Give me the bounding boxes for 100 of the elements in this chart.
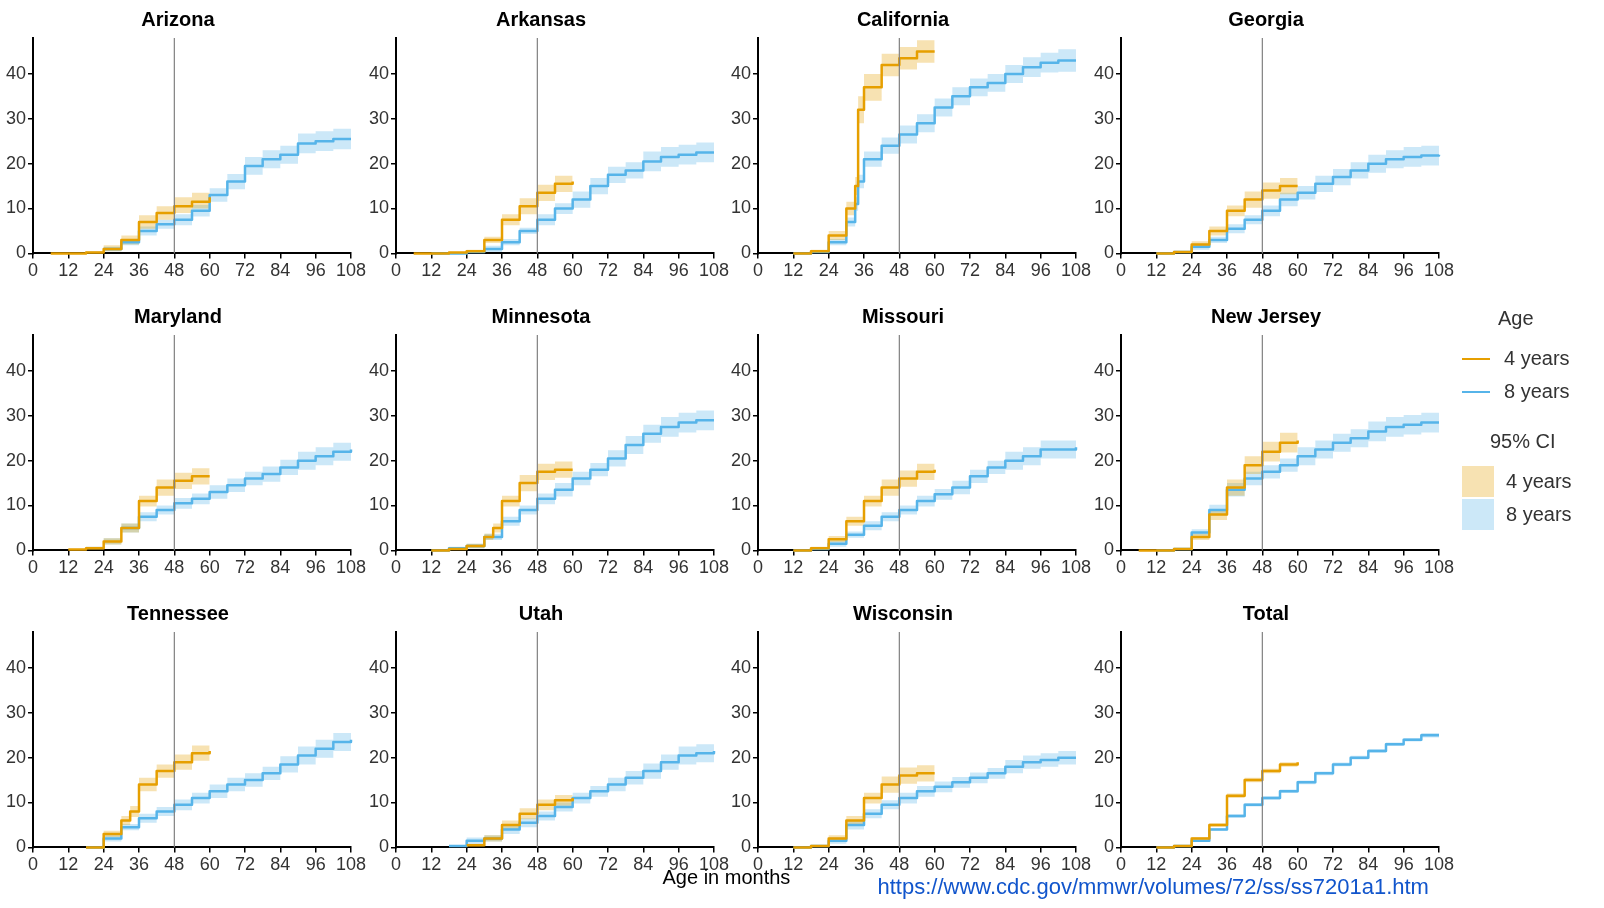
chart-title: Tennessee (127, 601, 229, 624)
x-tick-label: 24 (818, 854, 839, 875)
y-tick-label: 0 (1103, 242, 1114, 263)
x-tick-label: 36 (491, 557, 512, 578)
y-tick-label: 30 (730, 404, 752, 425)
x-tick-label: 84 (632, 260, 653, 281)
y-tick-label: 10 (1093, 197, 1114, 218)
y-tick-label: 30 (368, 404, 389, 425)
x-tick-label: 84 (270, 260, 291, 281)
x-tick-label: 96 (1393, 854, 1414, 875)
y-tick-label: 10 (5, 494, 27, 515)
x-tick-label: 84 (995, 557, 1016, 578)
y-tick-label: 20 (730, 152, 752, 173)
chart-title: Georgia (1227, 7, 1305, 30)
x-tick-label: 72 (1322, 260, 1343, 281)
x-tick-label: 36 (491, 854, 512, 875)
x-tick-label: 48 (164, 557, 185, 578)
x-tick-label: 96 (1393, 260, 1414, 281)
x-tick-label: 24 (456, 260, 477, 281)
y-tick-label: 40 (5, 62, 27, 83)
x-tick-label: 12 (58, 854, 79, 875)
y-tick-label: 30 (5, 107, 27, 128)
x-tick-label: 108 (1423, 260, 1454, 281)
y-tick-label: 10 (5, 197, 27, 218)
x-tick-label: 36 (491, 260, 512, 281)
y-tick-label: 0 (378, 836, 389, 857)
x-tick-label: 84 (1357, 854, 1378, 875)
x-tick-label: 96 (1030, 557, 1051, 578)
y-tick-label: 0 (16, 242, 27, 263)
x-tick-label: 60 (924, 854, 945, 875)
y-tick-label: 10 (730, 791, 752, 812)
chart-title: Missouri (861, 304, 945, 327)
x-tick-label: 24 (93, 260, 114, 281)
x-tick-label: 36 (853, 260, 875, 281)
x-tick-label: 60 (1287, 557, 1308, 578)
y-tick-label: 30 (1093, 107, 1114, 128)
y-tick-label: 30 (368, 107, 389, 128)
y-tick-label: 10 (730, 494, 752, 515)
x-tick-label: 24 (1181, 260, 1202, 281)
x-tick-label: 72 (597, 557, 618, 578)
x-tick-label: 108 (1060, 557, 1092, 578)
x-tick-label: 60 (199, 260, 220, 281)
x-tick-label: 72 (234, 557, 256, 578)
x-tick-label: 96 (1030, 854, 1051, 875)
x-tick-label: 48 (164, 260, 185, 281)
y-tick-label: 20 (5, 152, 27, 173)
y-tick-label: 0 (1103, 836, 1114, 857)
x-tick-label: 84 (1357, 260, 1378, 281)
x-tick-label: 36 (128, 854, 150, 875)
x-tick-label: 72 (1322, 557, 1343, 578)
x-tick-label: 96 (305, 557, 326, 578)
y-tick-label: 0 (741, 539, 752, 560)
y-tick-label: 0 (378, 539, 389, 560)
x-tick-label: 12 (783, 557, 804, 578)
y-tick-label: 30 (730, 107, 752, 128)
text: 8 years (1504, 380, 1570, 402)
x-tick-label: 60 (1287, 260, 1308, 281)
x-tick-label: 48 (889, 557, 910, 578)
x-tick-label: 36 (128, 557, 150, 578)
y-tick-label: 10 (1093, 791, 1114, 812)
x-tick-label: 96 (1030, 260, 1051, 281)
y-tick-label: 30 (5, 701, 27, 722)
legend-title: Age (1498, 307, 1535, 330)
y-tick-label: 10 (1093, 494, 1114, 515)
x-tick-label: 24 (1181, 854, 1202, 875)
x-tick-label: 72 (234, 854, 256, 875)
x-tick-label: 12 (420, 557, 441, 578)
x-tick-label: 48 (1251, 260, 1272, 281)
y-tick-label: 40 (730, 656, 752, 677)
x-tick-label: 96 (305, 854, 326, 875)
x-tick-label: 72 (959, 260, 981, 281)
y-tick-label: 0 (378, 242, 389, 263)
y-tick-label: 20 (368, 152, 389, 173)
text: 4 years (1504, 347, 1570, 369)
x-tick-label: 36 (128, 260, 150, 281)
y-tick-label: 0 (741, 836, 752, 857)
y-tick-label: 10 (730, 197, 752, 218)
x-tick-label: 60 (562, 854, 583, 875)
chart-title: California (856, 7, 950, 30)
x-tick-label: 60 (1287, 854, 1308, 875)
chart-title: Total (1242, 601, 1289, 624)
x-tick-label: 96 (668, 557, 689, 578)
x-tick-label: 108 (1060, 260, 1092, 281)
text: https://www.cdc.gov/mmwr/volumes/72/ss/ss7201a1.htm (877, 874, 1429, 900)
x-tick-label: 96 (1393, 557, 1414, 578)
y-tick-label: 0 (16, 539, 27, 560)
y-tick-label: 40 (368, 62, 389, 83)
x-tick-label: 12 (1145, 557, 1166, 578)
x-tick-label: 24 (456, 854, 477, 875)
chart-title: Minnesota (491, 304, 591, 327)
y-tick-label: 20 (5, 449, 27, 470)
y-tick-label: 20 (368, 746, 389, 767)
x-tick-label: 60 (924, 557, 945, 578)
x-tick-label: 24 (818, 260, 839, 281)
y-tick-label: 30 (1093, 404, 1114, 425)
x-tick-label: 96 (668, 260, 689, 281)
x-tick-label: 60 (199, 854, 220, 875)
x-tick-label: 36 (853, 557, 875, 578)
x-tick-label: 36 (853, 854, 875, 875)
x-tick-label: 72 (597, 260, 618, 281)
